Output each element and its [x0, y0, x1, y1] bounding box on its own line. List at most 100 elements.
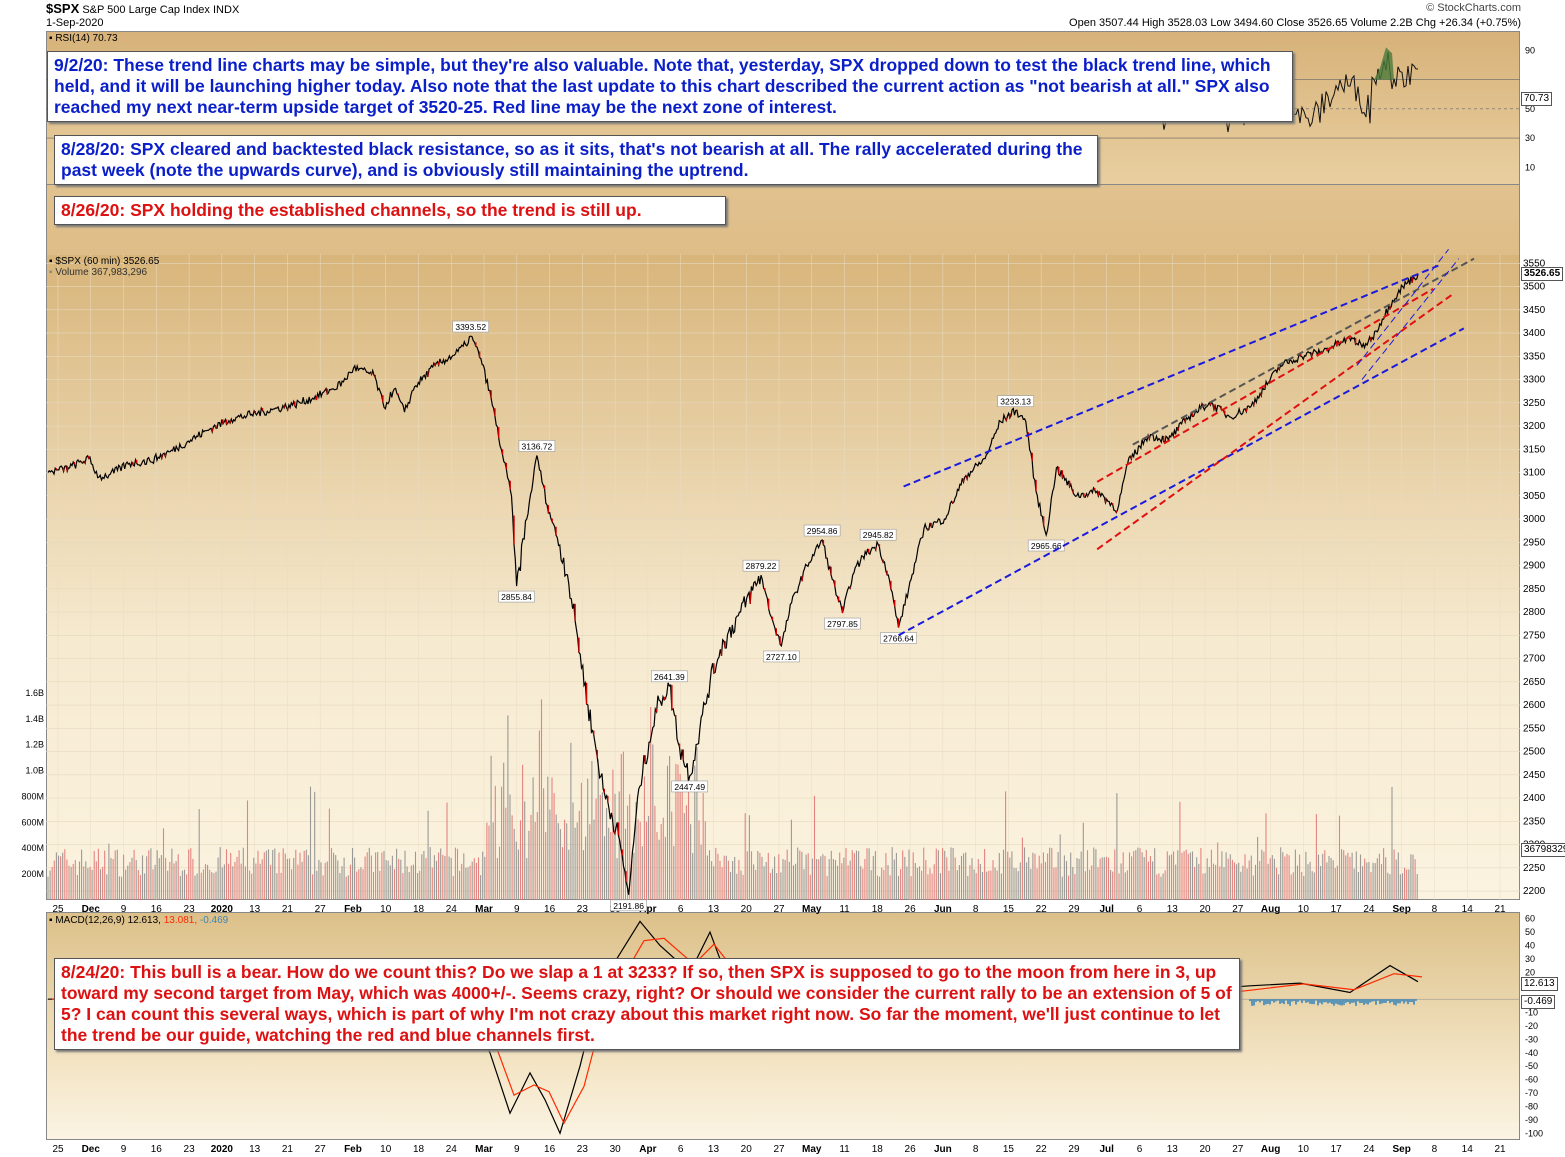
price-tick-label: 3400 — [1523, 328, 1546, 339]
hist-value-tag: -0.469 — [1521, 995, 1556, 1009]
x-tick-label: 21 — [282, 904, 294, 915]
price-tick-label: 2450 — [1523, 770, 1546, 781]
price-tick-label: 2800 — [1523, 607, 1546, 618]
x-tick-label: 20 — [1199, 904, 1211, 915]
volume-tick-label: 1.6B — [25, 688, 44, 698]
macd-legend: ▪ MACD(12,26,9) 12.613, 13.081, -0.469 — [49, 915, 229, 926]
x-tick-label-bottom: 13 — [708, 1144, 720, 1155]
volume-tick-label: 1.2B — [25, 740, 44, 750]
price-tick-label: 3350 — [1523, 351, 1546, 362]
macd-tick-label: -80 — [1525, 1101, 1538, 1111]
x-tick-label: 17 — [1331, 904, 1343, 915]
price-tick-label: 2550 — [1523, 723, 1546, 734]
price-tick-label: 2900 — [1523, 561, 1546, 572]
macd-legend-prefix: MACD(12,26,9) — [55, 915, 125, 926]
x-tick-label: 6 — [1137, 904, 1143, 915]
macd-tick-label: -40 — [1525, 1048, 1538, 1058]
price-value-tag: 3526.65 — [1521, 267, 1564, 281]
x-tick-label-bottom: 10 — [1298, 1144, 1310, 1155]
price-panel — [46, 254, 1520, 900]
x-tick-label: 18 — [413, 904, 425, 915]
blue-steep-lower — [1361, 258, 1460, 380]
x-tick-label-bottom: Apr — [639, 1144, 656, 1155]
x-tick-label-bottom: Mar — [475, 1144, 493, 1155]
price-legend-prefix: $SPX (60 min) — [55, 256, 121, 267]
macd-tick-label: -50 — [1525, 1061, 1538, 1071]
price-tick-label: 2500 — [1523, 747, 1546, 758]
price-tick-label: 2850 — [1523, 584, 1546, 595]
macd-tick-label: 30 — [1525, 954, 1535, 964]
black-trend-line — [1132, 257, 1475, 446]
x-tick-label: 9 — [121, 904, 127, 915]
x-tick-label: 8 — [973, 904, 979, 915]
x-tick-label: 13 — [708, 904, 720, 915]
rsi-overbought-fill — [1374, 47, 1394, 80]
price-tick-label: 2650 — [1523, 677, 1546, 688]
index-name: S&P 500 Large Cap Index — [82, 4, 210, 16]
price-tick-label: 3300 — [1523, 375, 1546, 386]
macd-tick-label: -70 — [1525, 1088, 1538, 1098]
x-tick-label-bottom: May — [802, 1144, 822, 1155]
annotation-box — [498, 590, 535, 603]
annotation-box — [651, 670, 688, 683]
note-9-2-20: 9/2/20: These trend line charts may be s… — [47, 51, 1293, 122]
price-annotation: 2191.86 — [613, 901, 644, 911]
x-tick-label-bottom: 22 — [1036, 1144, 1048, 1155]
macd-tick-label: 20 — [1525, 967, 1535, 977]
macd-tick-label: 50 — [1525, 927, 1535, 937]
x-tick-label-bottom: 16 — [544, 1144, 556, 1155]
x-tick-label: 13 — [249, 904, 261, 915]
red-channel-lower — [1096, 292, 1455, 551]
rsi-legend: ▪ RSI(14) 70.73 — [49, 33, 118, 44]
volume-tick-label: 600M — [21, 817, 44, 827]
macd-tick-label: -90 — [1525, 1115, 1538, 1125]
price-tick-label: 3500 — [1523, 282, 1546, 293]
x-tick-label-bottom: Jun — [934, 1144, 952, 1155]
annotation-box — [803, 524, 841, 537]
chart-date: 1-Sep-2020 — [46, 17, 104, 29]
x-tick-label-bottom: 9 — [121, 1144, 127, 1155]
x-tick-label: 24 — [446, 904, 458, 915]
x-tick-label-bottom: 16 — [151, 1144, 163, 1155]
price-tick-label: 2200 — [1523, 886, 1546, 897]
price-tick-label: 2700 — [1523, 654, 1546, 665]
chart-title: $SPX S&P 500 Large Cap Index INDX — [46, 2, 239, 17]
x-tick-label: Apr — [639, 904, 656, 915]
x-tick-label-bottom: 10 — [380, 1144, 392, 1155]
x-tick-label-bottom: 6 — [678, 1144, 684, 1155]
x-tick-label-bottom: 24 — [446, 1144, 458, 1155]
x-tick-label-bottom: 8 — [973, 1144, 979, 1155]
blue-channel-upper — [903, 264, 1439, 488]
annotation-box — [763, 650, 800, 663]
x-tick-label: 15 — [1003, 904, 1015, 915]
price-annotation: 2641.39 — [654, 672, 685, 682]
macd-legend-v1: 12.613, — [127, 915, 161, 926]
price-legend: ▪ $SPX (60 min) 3526.65 — [49, 256, 160, 267]
price-tick-label: 2250 — [1523, 863, 1546, 874]
x-tick-label: 2020 — [211, 904, 234, 915]
macd-tick-label: -10 — [1525, 1008, 1538, 1018]
price-tick-label: 3450 — [1523, 305, 1546, 316]
x-tick-label: 27 — [315, 904, 327, 915]
x-tick-label-bottom: 8 — [1432, 1144, 1438, 1155]
price-tick-label: 2600 — [1523, 700, 1546, 711]
x-tick-label: 21 — [1494, 904, 1506, 915]
x-tick-label-bottom: 9 — [514, 1144, 520, 1155]
annotation-box — [859, 528, 897, 541]
note-8-28-20: 8/28/20: SPX cleared and backtested blac… — [54, 135, 1098, 185]
x-tick-label-bottom: Feb — [344, 1144, 362, 1155]
brand-logo: © StockCharts.com — [1426, 2, 1521, 14]
x-tick-label-bottom: 27 — [1232, 1144, 1244, 1155]
x-tick-label-bottom: 26 — [905, 1144, 917, 1155]
price-tick-label: 3200 — [1523, 421, 1546, 432]
x-tick-label-bottom: 6 — [1137, 1144, 1143, 1155]
price-annotation: 2879.22 — [746, 561, 777, 571]
note-8-24-20: 8/24/20: This bull is a bear. How do we … — [54, 958, 1240, 1050]
price-annotation: 3136.72 — [522, 441, 553, 451]
price-tick-label: 2400 — [1523, 793, 1546, 804]
price-annotation: 2965.66 — [1031, 541, 1062, 551]
rsi-value-tag: 70.73 — [1521, 92, 1553, 106]
volume-value-tag: 367983296 — [1521, 843, 1565, 857]
volume-tick-label: 1.0B — [25, 766, 44, 776]
annotation-box — [610, 899, 647, 912]
